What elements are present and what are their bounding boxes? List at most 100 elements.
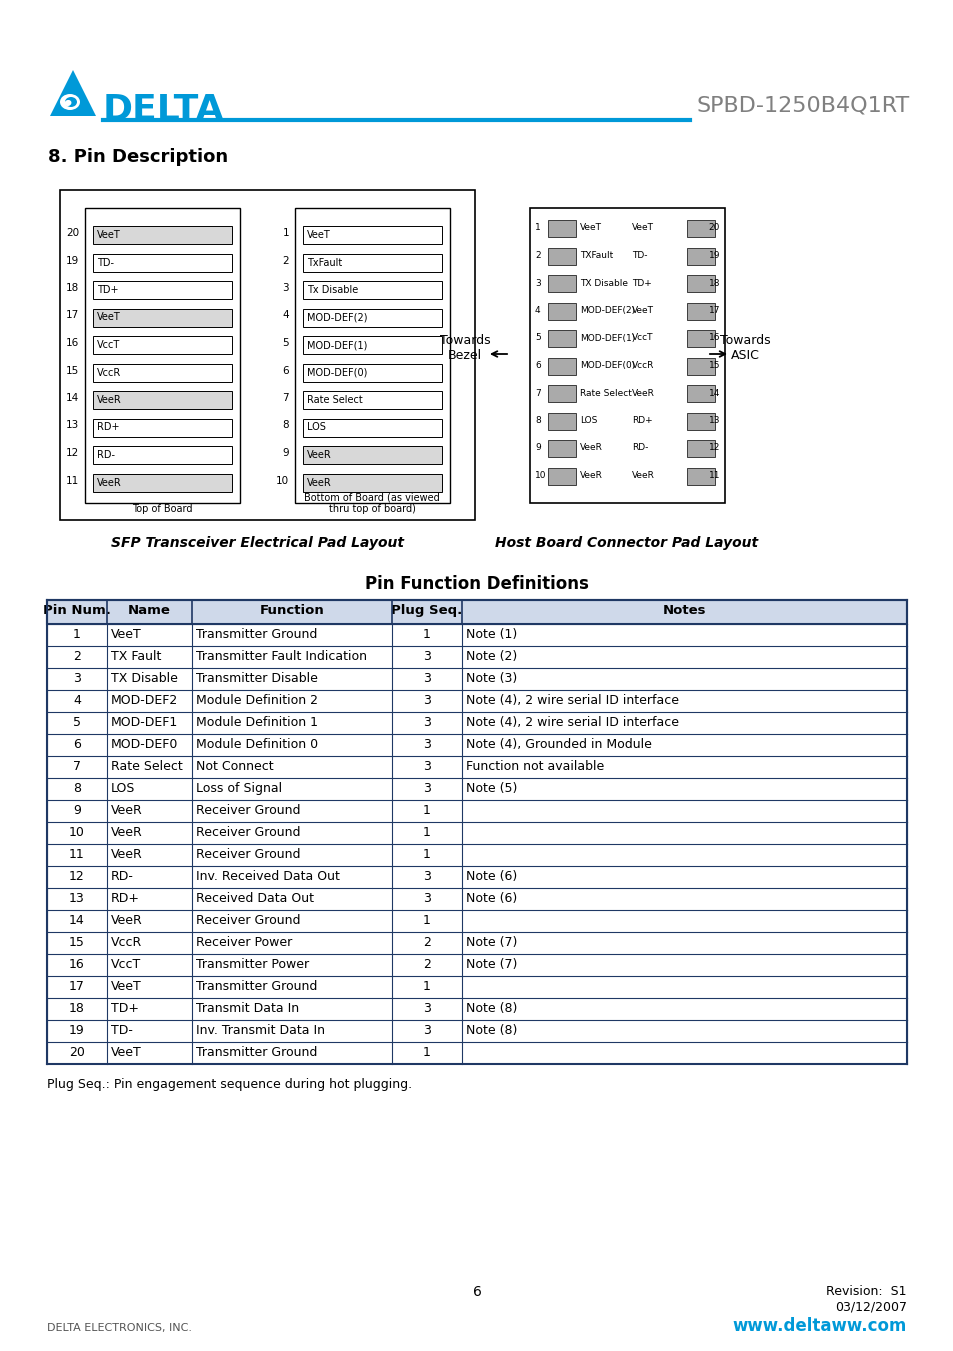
Text: Receiver Ground: Receiver Ground: [195, 804, 300, 817]
Bar: [47, 954, 906, 975]
Text: TD+: TD+: [97, 285, 118, 295]
Text: 12: 12: [69, 870, 85, 884]
Text: Transmitter Ground: Transmitter Ground: [195, 979, 317, 993]
Bar: [547, 276, 576, 292]
Bar: [92, 446, 232, 463]
Text: VeeT: VeeT: [111, 979, 142, 993]
Text: 16: 16: [66, 338, 79, 349]
Text: RD+: RD+: [631, 416, 652, 426]
Text: VeeR: VeeR: [97, 477, 122, 488]
Text: 19: 19: [708, 251, 720, 259]
Text: MOD-DEF(1): MOD-DEF(1): [579, 334, 635, 343]
Text: VeeR: VeeR: [111, 825, 143, 839]
Bar: [92, 419, 232, 436]
Text: LOS: LOS: [307, 423, 326, 432]
Bar: [47, 1042, 906, 1065]
Bar: [47, 844, 906, 866]
Text: Pin Function Definitions: Pin Function Definitions: [365, 576, 588, 593]
Bar: [85, 208, 240, 503]
Text: 20: 20: [69, 1046, 85, 1059]
Text: VeeT: VeeT: [97, 312, 121, 323]
Bar: [686, 220, 714, 236]
Text: Note (4), 2 wire serial ID interface: Note (4), 2 wire serial ID interface: [465, 694, 679, 707]
Text: 1: 1: [422, 804, 431, 817]
Text: 1: 1: [535, 223, 540, 232]
Bar: [47, 800, 906, 821]
Ellipse shape: [60, 95, 80, 109]
Text: Transmitter Power: Transmitter Power: [195, 958, 309, 971]
Bar: [92, 390, 232, 409]
Bar: [92, 363, 232, 381]
Text: 17: 17: [708, 305, 720, 315]
Text: 3: 3: [422, 716, 431, 730]
Text: 10: 10: [69, 825, 85, 839]
Bar: [303, 281, 441, 299]
Text: 4: 4: [282, 311, 289, 320]
Text: 16: 16: [69, 958, 85, 971]
Text: Rate Select: Rate Select: [111, 761, 183, 773]
Text: Notes: Notes: [662, 604, 705, 617]
Text: VeeT: VeeT: [111, 628, 142, 640]
Text: Note (8): Note (8): [465, 1024, 517, 1038]
Text: Plug Seq.: Plug Seq.: [391, 604, 462, 617]
Text: 1: 1: [73, 628, 81, 640]
Text: 5: 5: [282, 338, 289, 349]
Text: 17: 17: [66, 311, 79, 320]
Text: Module Definition 0: Module Definition 0: [195, 738, 317, 751]
Text: Bottom of Board (as viewed
thru top of board): Bottom of Board (as viewed thru top of b…: [304, 492, 439, 513]
Bar: [686, 358, 714, 374]
Text: 3: 3: [422, 738, 431, 751]
Text: Pin Num.: Pin Num.: [43, 604, 111, 617]
Text: Name: Name: [128, 604, 171, 617]
Text: VeeR: VeeR: [307, 477, 332, 488]
Text: 3: 3: [422, 1024, 431, 1038]
Text: 14: 14: [69, 915, 85, 927]
Text: Towards
ASIC: Towards ASIC: [719, 334, 769, 362]
Bar: [303, 363, 441, 381]
Ellipse shape: [65, 100, 71, 107]
Text: VeeR: VeeR: [111, 915, 143, 927]
Text: 3: 3: [422, 892, 431, 905]
Text: 13: 13: [66, 420, 79, 431]
Text: 12: 12: [66, 449, 79, 458]
Text: RD-: RD-: [111, 870, 133, 884]
Bar: [47, 932, 906, 954]
Text: VeeR: VeeR: [631, 389, 654, 397]
Text: Note (7): Note (7): [465, 936, 517, 948]
Text: 3: 3: [422, 694, 431, 707]
Text: VeeR: VeeR: [631, 471, 654, 480]
Text: VeeR: VeeR: [307, 450, 332, 459]
Bar: [47, 624, 906, 646]
Text: 6: 6: [472, 1285, 481, 1300]
Bar: [547, 440, 576, 457]
Text: 15: 15: [708, 361, 720, 370]
Bar: [92, 336, 232, 354]
Text: Function: Function: [259, 604, 324, 617]
Text: VeeR: VeeR: [579, 443, 602, 453]
Text: 9: 9: [282, 449, 289, 458]
Bar: [47, 712, 906, 734]
Text: RD+: RD+: [97, 423, 119, 432]
Bar: [92, 308, 232, 327]
Text: 2: 2: [422, 936, 431, 948]
Text: www.deltaww.com: www.deltaww.com: [732, 1317, 906, 1335]
Text: MOD-DEF1: MOD-DEF1: [111, 716, 178, 730]
Text: 3: 3: [422, 671, 431, 685]
Bar: [303, 473, 441, 492]
Text: 19: 19: [69, 1024, 85, 1038]
Text: Note (4), Grounded in Module: Note (4), Grounded in Module: [465, 738, 651, 751]
Text: MOD-DEF(2): MOD-DEF(2): [307, 312, 367, 323]
Text: 03/12/2007: 03/12/2007: [834, 1301, 906, 1315]
Bar: [47, 734, 906, 757]
Text: Transmitter Ground: Transmitter Ground: [195, 628, 317, 640]
Bar: [686, 330, 714, 347]
Text: Not Connect: Not Connect: [195, 761, 274, 773]
Text: 1: 1: [422, 628, 431, 640]
Polygon shape: [50, 70, 96, 116]
Text: MOD-DEF(0): MOD-DEF(0): [579, 361, 635, 370]
Text: TD-: TD-: [631, 251, 647, 259]
Bar: [92, 473, 232, 492]
Text: VeeT: VeeT: [111, 1046, 142, 1059]
Text: 3: 3: [282, 282, 289, 293]
Text: Revision:  S1: Revision: S1: [825, 1285, 906, 1298]
